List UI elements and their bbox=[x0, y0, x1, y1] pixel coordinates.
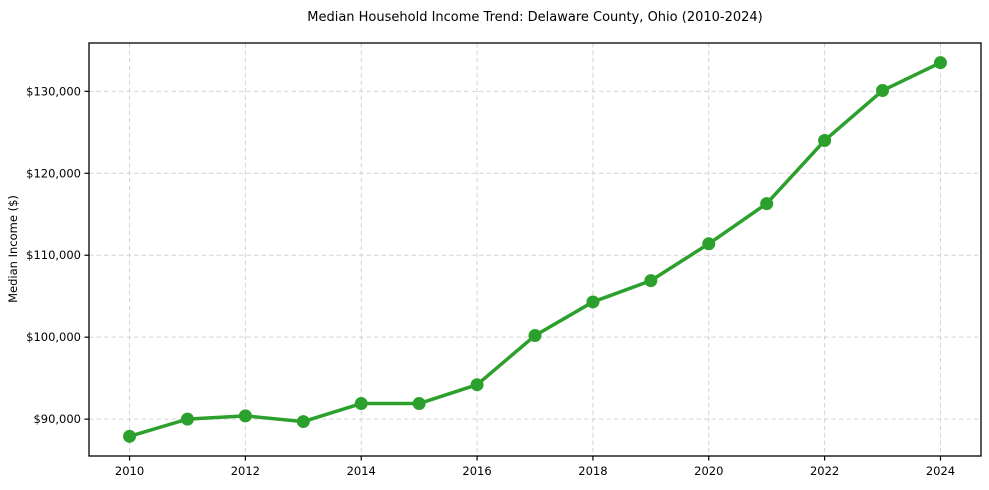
y-axis-label: Median Income ($) bbox=[6, 195, 20, 303]
x-tick-label: 2022 bbox=[810, 464, 839, 478]
data-point-marker bbox=[180, 412, 194, 426]
data-point-marker bbox=[528, 329, 542, 343]
data-point-marker bbox=[818, 134, 832, 148]
data-point-marker bbox=[123, 429, 137, 443]
y-tick-label: $120,000 bbox=[26, 166, 81, 180]
trend-line bbox=[127, 60, 943, 439]
data-point-marker bbox=[933, 56, 947, 70]
data-point-marker bbox=[412, 397, 426, 411]
data-point-marker bbox=[296, 415, 310, 429]
x-tick-label: 2012 bbox=[231, 464, 260, 478]
data-point-marker bbox=[876, 84, 890, 98]
x-tick-label: 2020 bbox=[694, 464, 723, 478]
data-point-marker bbox=[470, 378, 484, 392]
x-tick-label: 2014 bbox=[347, 464, 376, 478]
y-tick-label: $90,000 bbox=[33, 412, 81, 426]
x-tick-label: 2010 bbox=[115, 464, 144, 478]
y-tick-label: $110,000 bbox=[26, 248, 81, 262]
data-point-marker bbox=[586, 295, 600, 309]
plot-area: $90,000 $100,000 $110,000 $120,000 $130,000 2… bbox=[26, 42, 982, 478]
x-tick-label: 2024 bbox=[926, 464, 955, 478]
chart-title: Median Household Income Trend: Delaware … bbox=[307, 10, 763, 25]
data-point-marker bbox=[354, 397, 368, 411]
data-point-marker bbox=[644, 274, 658, 288]
data-point-marker bbox=[238, 409, 252, 423]
y-tick-label: $130,000 bbox=[26, 84, 81, 98]
plot-border bbox=[88, 42, 982, 457]
x-tick-label: 2018 bbox=[578, 464, 607, 478]
x-tick-label: 2016 bbox=[462, 464, 491, 478]
y-tick-label: $100,000 bbox=[26, 330, 81, 344]
data-point-marker bbox=[702, 237, 716, 251]
data-point-marker bbox=[760, 197, 774, 211]
